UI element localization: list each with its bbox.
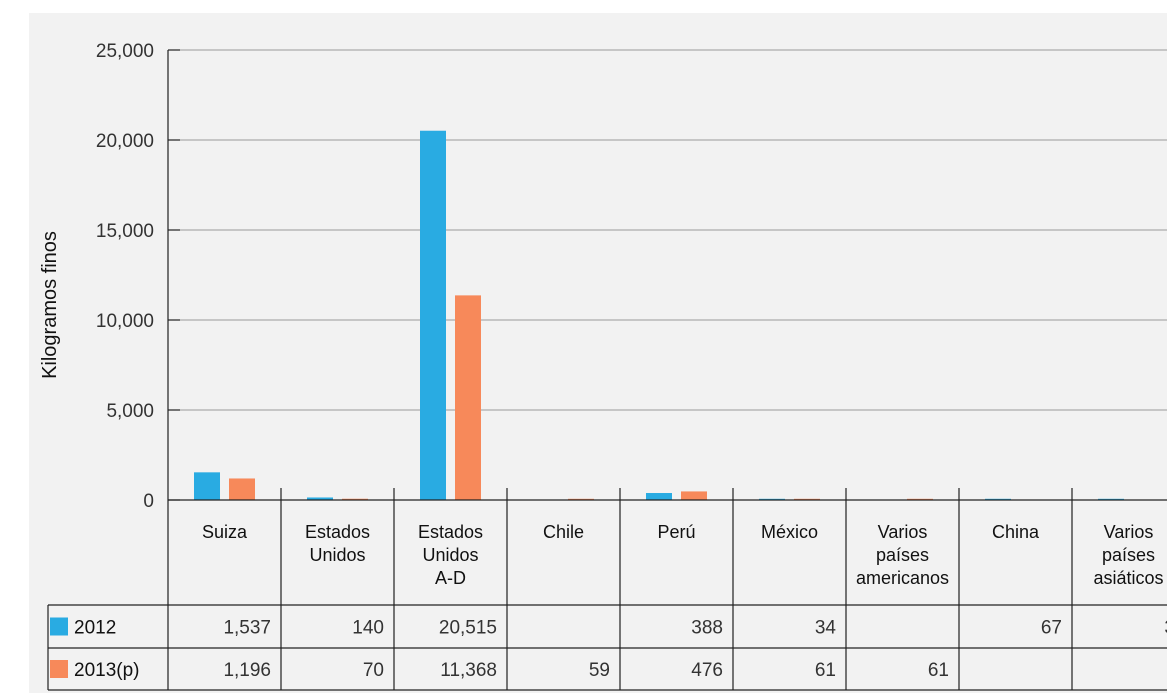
category-label: Perú [657,522,695,542]
category-label-line: americanos [856,568,949,588]
table-cell-value: 140 [352,618,384,639]
category-label-line: países [1102,545,1155,565]
category-label-line: Perú [657,522,695,542]
category-label-line: China [992,522,1040,542]
bar [229,478,255,500]
category-label-line: asiáticos [1093,568,1163,588]
category-label-line: México [761,522,818,542]
category-label-line: A-D [435,568,466,588]
legend-label: 2013(p) [74,660,140,681]
table-cell-value: 34 [815,618,837,639]
table-cell-value: 20,515 [439,618,497,639]
table-cell-value: 61 [928,660,949,681]
chart-panel [29,13,1167,693]
category-label-line: países [876,545,929,565]
table-cell-value: 388 [691,618,723,639]
bar [646,493,672,500]
bar [681,491,707,500]
y-axis-label: Kilogramos finos [39,231,61,379]
bar [194,472,220,500]
category-label: China [992,522,1040,542]
category-label: Chile [543,522,584,542]
table-cell-value: 1,537 [223,618,271,639]
y-tick-label: 15,000 [96,221,154,242]
category-label-line: Varios [1104,522,1154,542]
category-label-line: Unidos [422,545,478,565]
table-cell-value: 476 [691,660,723,681]
table-cell-value: 1,196 [223,660,271,681]
category-label: México [761,522,818,542]
table-cell-value: 61 [815,660,836,681]
y-tick-label: 25,000 [96,41,154,62]
table-cell-value: 59 [589,660,610,681]
category-label-line: Estados [418,522,483,542]
category-label-line: Varios [878,522,928,542]
y-tick-label: 10,000 [96,311,154,332]
category-label-line: Unidos [309,545,365,565]
y-tick-label: 20,000 [96,131,154,152]
bar [420,131,446,500]
legend-label: 2012 [74,618,116,639]
table-cell-value: 67 [1041,618,1062,639]
bar [455,295,481,500]
category-label-line: Chile [543,522,584,542]
table-cell-value: 11,368 [440,660,497,681]
category-label: Varios países asiáticos [1093,522,1163,588]
y-tick-label: 5,000 [106,401,154,422]
legend-swatch [50,660,68,678]
y-tick-label: 0 [143,491,154,512]
category-label-line: Estados [305,522,370,542]
legend-swatch [50,618,68,636]
category-label-line: Suiza [202,522,248,542]
table-cell-value: 70 [363,660,384,681]
category-label: Suiza [202,522,248,542]
